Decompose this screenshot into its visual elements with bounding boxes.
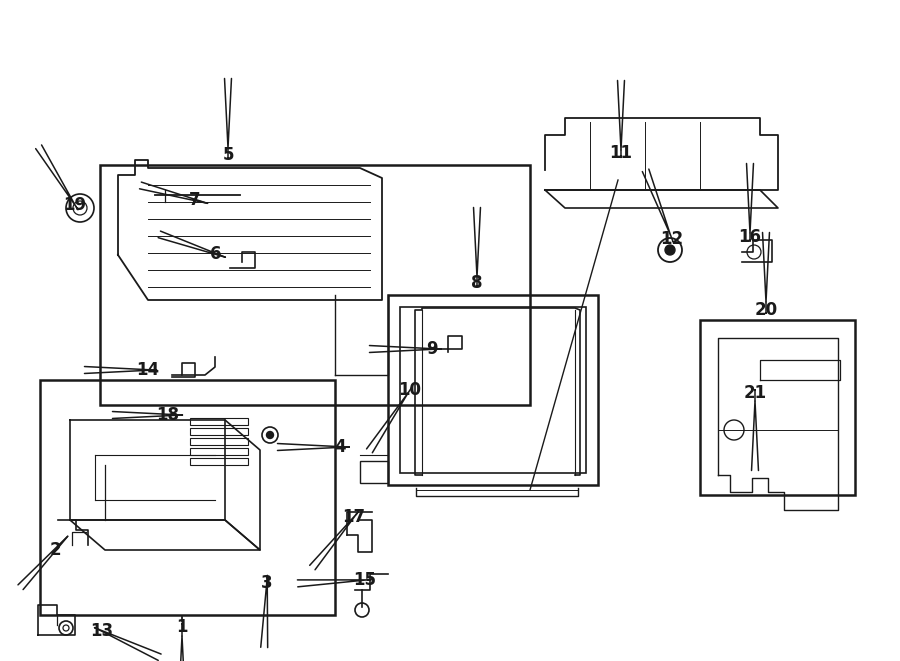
Bar bbox=[100, 165, 530, 405]
Text: 20: 20 bbox=[754, 301, 778, 319]
Text: 3: 3 bbox=[261, 574, 273, 592]
Text: 15: 15 bbox=[354, 571, 376, 589]
Bar bbox=[400, 307, 586, 473]
Bar bbox=[40, 380, 335, 615]
Text: 18: 18 bbox=[157, 406, 179, 424]
Bar bbox=[190, 458, 248, 465]
Text: 2: 2 bbox=[50, 541, 61, 559]
Text: 6: 6 bbox=[211, 245, 221, 263]
Bar bbox=[190, 448, 248, 455]
Text: 7: 7 bbox=[189, 191, 201, 209]
Text: 4: 4 bbox=[334, 438, 346, 456]
Bar bbox=[700, 320, 855, 495]
Text: 9: 9 bbox=[427, 340, 437, 358]
Bar bbox=[388, 295, 598, 485]
Text: 14: 14 bbox=[137, 361, 159, 379]
Circle shape bbox=[266, 432, 274, 438]
Text: 21: 21 bbox=[743, 384, 767, 402]
Text: 5: 5 bbox=[222, 146, 234, 164]
Bar bbox=[190, 428, 248, 435]
Bar bbox=[360, 461, 388, 483]
Text: 12: 12 bbox=[661, 230, 684, 248]
Circle shape bbox=[665, 245, 675, 255]
Text: 8: 8 bbox=[472, 274, 482, 292]
Text: 17: 17 bbox=[342, 508, 365, 526]
Bar bbox=[190, 438, 248, 445]
Text: 19: 19 bbox=[63, 196, 86, 214]
Text: 13: 13 bbox=[90, 622, 113, 640]
Bar bbox=[190, 418, 248, 425]
Text: 1: 1 bbox=[176, 618, 188, 636]
Text: 16: 16 bbox=[739, 228, 761, 246]
Text: 10: 10 bbox=[399, 381, 421, 399]
Text: 11: 11 bbox=[609, 144, 633, 162]
